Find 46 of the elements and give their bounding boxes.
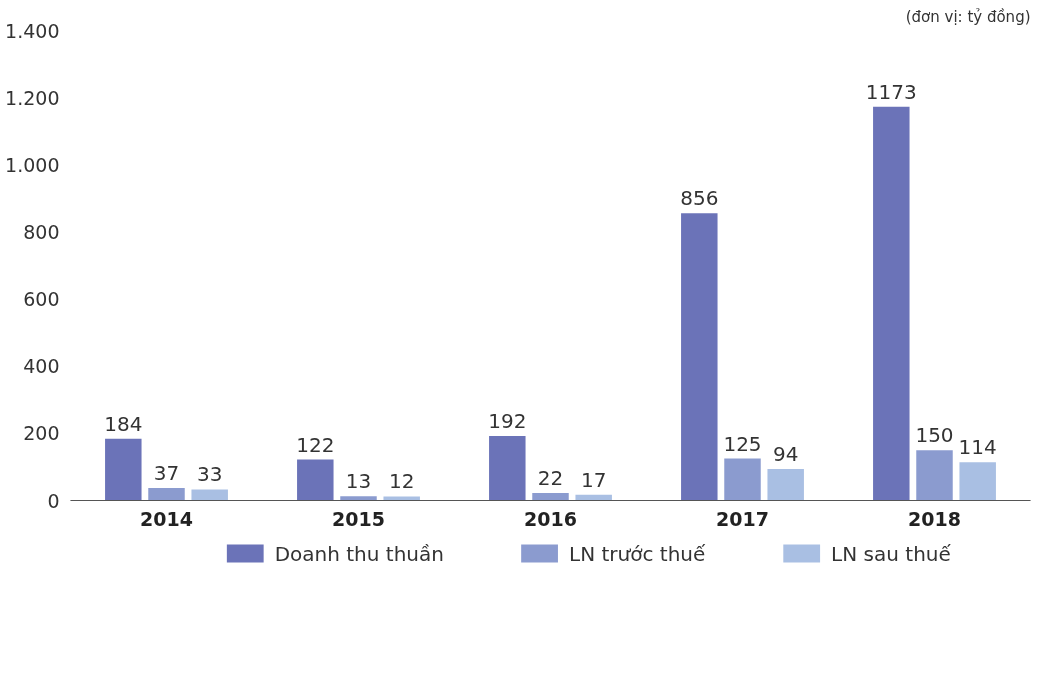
data-label: 122 [296,432,335,457]
data-label: 184 [104,411,143,436]
data-label: 13 [345,469,372,494]
y-tick-label: 1.200 [5,86,60,109]
y-tick-label: 400 [23,355,60,378]
y-tick-label: 1.000 [5,153,60,176]
bar [959,462,996,501]
bar [681,213,718,501]
y-tick-label: 1.400 [5,19,60,42]
data-label: 22 [537,466,564,491]
data-label: 33 [196,462,223,487]
data-label: 856 [680,186,719,211]
bar [340,496,377,501]
x-tick-label: 2015 [332,507,385,530]
bar [191,489,228,501]
bar [873,106,910,501]
x-tick-label: 2017 [716,507,769,530]
data-label: 12 [388,469,415,494]
data-label: 150 [915,423,954,448]
bar [532,493,569,501]
data-label: 125 [723,431,762,456]
y-tick-label: 800 [23,220,60,243]
bar [297,459,334,501]
bar [767,468,804,501]
text: (đơn vị: tỷ đồng) [905,7,1031,26]
x-tick-label: 2018 [908,507,961,530]
data-label: 94 [772,441,799,466]
legend-label: LN sau thuế [831,541,952,566]
x-tick-label: 2014 [140,507,193,530]
data-label: 1173 [865,79,917,104]
bar [916,450,953,501]
y-tick-label: 0 [47,489,60,512]
data-label: 192 [488,409,527,434]
data-label: 37 [153,461,180,486]
bar [105,438,142,501]
data-label: 114 [958,435,997,460]
y-tick-label: 200 [23,422,60,445]
bar [383,496,420,501]
legend-label: LN trước thuế [569,541,706,566]
bar [489,436,526,501]
data-label: 17 [580,467,607,492]
legend-label: Doanh thu thuần [274,541,444,566]
x-tick-label: 2016 [524,507,577,530]
bar [724,458,761,501]
y-tick-label: 600 [23,288,60,311]
bar [148,488,185,501]
